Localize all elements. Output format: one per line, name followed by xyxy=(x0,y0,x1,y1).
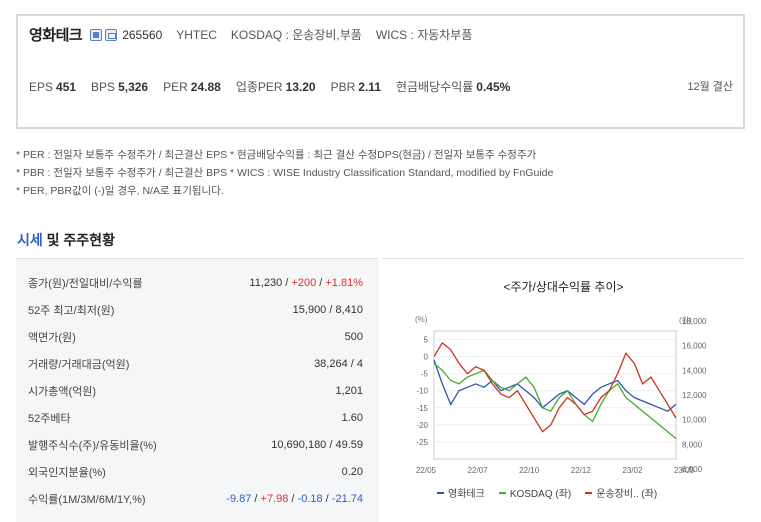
legend-swatch xyxy=(437,491,444,494)
legend-swatch xyxy=(498,491,506,494)
table-row: 시가총액(억원) 1,201 xyxy=(16,378,379,404)
legend-entry: KOSDAQ (좌) xyxy=(498,485,572,500)
stat-label: 외국인지분율(%) xyxy=(28,467,106,479)
stat-label: 시가총액(억원) xyxy=(28,386,97,398)
valuation-metrics: EPS 451 BPS 5,326 PER 24.88 업종PER 13.20 PBR 2… xyxy=(29,78,525,95)
stat-value: 0.20 xyxy=(341,466,363,478)
wics-sector: WICS : 자동차부품 xyxy=(375,28,473,42)
home-icon[interactable] xyxy=(90,28,103,41)
y-right-tick-label: 10,000 xyxy=(682,416,707,425)
stat-label: 종가(원)/전일대비/수익률 xyxy=(28,278,143,290)
series-line xyxy=(433,362,677,440)
y-left-tick-label: -20 xyxy=(416,421,428,430)
y-right-tick-label: 12,000 xyxy=(682,391,707,400)
footnote: * PER : 전일자 보통주 수정주가 / 최근결산 EPS * 현금배당수익… xyxy=(16,149,537,161)
stat-label: 거래량/거래대금(억원) xyxy=(28,359,130,371)
legend-entry: 운송장비.. (좌) xyxy=(585,485,657,500)
x-tick-label: 23/02 xyxy=(622,466,643,475)
stat-label: 액면가(원) xyxy=(28,332,76,344)
stat-value-price: 11,230 / +200 / +1.81% xyxy=(249,277,363,289)
chart-legend: 영화테크 KOSDAQ (좌) 운송장비.. (좌) xyxy=(437,485,671,500)
y-left-tick-label: -15 xyxy=(416,404,428,413)
legend-swatch xyxy=(585,491,593,494)
stat-value: 38,264 / 4 xyxy=(314,358,363,370)
chart-title: <주가/상대수익률 추이> xyxy=(503,280,624,294)
section-title: 시세 및 주주현황 xyxy=(17,232,115,248)
metric-industry-per: 업종PER 13.20 xyxy=(235,80,316,94)
metric-dividend-yield: 현금배당수익률 0.45% xyxy=(396,80,511,94)
metric-eps: EPS 451 xyxy=(29,80,77,94)
y-left-tick-label: -25 xyxy=(416,438,428,447)
plot-area xyxy=(433,330,677,460)
footnote: * PER, PBR값이 (-)일 경우, N/A로 표기됩니다. xyxy=(16,185,224,197)
stat-value-returns: -9.87 / +7.98 / -0.18 / -21.74 xyxy=(226,493,363,505)
series-line xyxy=(433,341,677,433)
stat-label: 52주베타 xyxy=(28,413,71,425)
footnote: * PBR : 전일자 보통주 수정주가 / 최근결산 BPS * WICS :… xyxy=(16,167,554,179)
report-icon[interactable] xyxy=(105,28,118,41)
table-row: 외국인지분율(%) 0.20 xyxy=(16,459,379,485)
ticker: YHTEC xyxy=(176,27,217,42)
stat-label: 수익률(1M/3M/6M/1Y,%) xyxy=(28,494,146,506)
market-sector: KOSDAQ : 운송장비,부품 xyxy=(230,28,362,42)
table-row: 수익률(1M/3M/6M/1Y,%) -9.87 / +7.98 / -0.18… xyxy=(16,486,379,512)
legend-entry: 영화테크 xyxy=(437,485,485,500)
company-name: 영화테크 xyxy=(29,27,83,44)
y-right-tick-label: 8,000 xyxy=(682,440,703,449)
y-left-tick-label: 5 xyxy=(424,336,429,345)
y-left-tick-label: 0 xyxy=(424,353,429,362)
y-right-tick-label: 18,000 xyxy=(682,317,707,326)
footnotes: * PER : 전일자 보통주 수정주가 / 최근결산 EPS * 현금배당수익… xyxy=(16,146,553,200)
x-tick-label: 22/10 xyxy=(519,466,540,475)
x-tick-label: 22/12 xyxy=(571,466,592,475)
x-tick-label: 22/05 xyxy=(416,466,437,475)
y-right-tick-label: 6,000 xyxy=(682,465,703,474)
stock-title-row: 영화테크 265560 YHTEC KOSDAQ : 운송장비,부품 WICS … xyxy=(29,24,486,45)
table-row: 발행주식수(주)/유동비율(%) 10,690,180 / 49.59 xyxy=(16,432,379,458)
relative-return-chart: 5 0 -5 -10 -15 -20 -25 18,000 16,000 14,000 12,000… xyxy=(416,317,707,475)
stat-value: 500 xyxy=(344,331,363,343)
x-tick-label: 23/05 xyxy=(674,466,695,475)
stock-code: 265560 xyxy=(122,27,163,42)
table-row: 52주 최고/최저(원) 15,900 / 8,410 xyxy=(16,297,379,323)
price-chart-panel: <주가/상대수익률 추이> (%) (원) 5 0 -5 -10 -15 -20 -25 18… xyxy=(382,258,745,522)
y-left-tick-label: -5 xyxy=(421,370,429,379)
settlement-month: 12월 결산 xyxy=(687,81,733,93)
table-row: 52주베타 1.60 xyxy=(16,405,379,431)
y-right-tick-label: 16,000 xyxy=(682,342,707,351)
market-stats-table: 종가(원)/전일대비/수익률 11,230 / +200 / +1.81% 52… xyxy=(16,258,379,522)
metric-per: PER 24.88 xyxy=(163,80,221,94)
right-axis-unit: (원) xyxy=(679,316,692,325)
stat-value: 15,900 / 8,410 xyxy=(292,304,363,316)
stat-label: 52주 최고/최저(원) xyxy=(28,305,115,317)
legend-label: 운송장비.. (좌) xyxy=(596,489,658,500)
stat-value: 1.60 xyxy=(341,412,363,424)
legend-label: 영화테크 xyxy=(448,489,485,500)
series-line xyxy=(433,359,677,412)
stock-summary-box xyxy=(16,14,745,129)
metric-bps: BPS 5,326 xyxy=(91,80,149,94)
stat-value: 1,201 xyxy=(335,385,363,397)
left-axis-unit: (%) xyxy=(415,315,428,324)
metric-pbr: PBR 2.11 xyxy=(330,80,381,94)
stat-label: 발행주식수(주)/유동비율(%) xyxy=(28,440,157,452)
table-row: 종가(원)/전일대비/수익률 11,230 / +200 / +1.81% xyxy=(16,270,379,296)
y-left-tick-label: -10 xyxy=(416,387,428,396)
x-tick-label: 22/07 xyxy=(468,466,489,475)
y-right-tick-label: 14,000 xyxy=(682,366,707,375)
legend-label: KOSDAQ (좌) xyxy=(509,489,572,500)
table-row: 액면가(원) 500 xyxy=(16,324,379,350)
stat-value: 10,690,180 / 49.59 xyxy=(271,439,363,451)
table-row: 거래량/거래대금(억원) 38,264 / 4 xyxy=(16,351,379,377)
